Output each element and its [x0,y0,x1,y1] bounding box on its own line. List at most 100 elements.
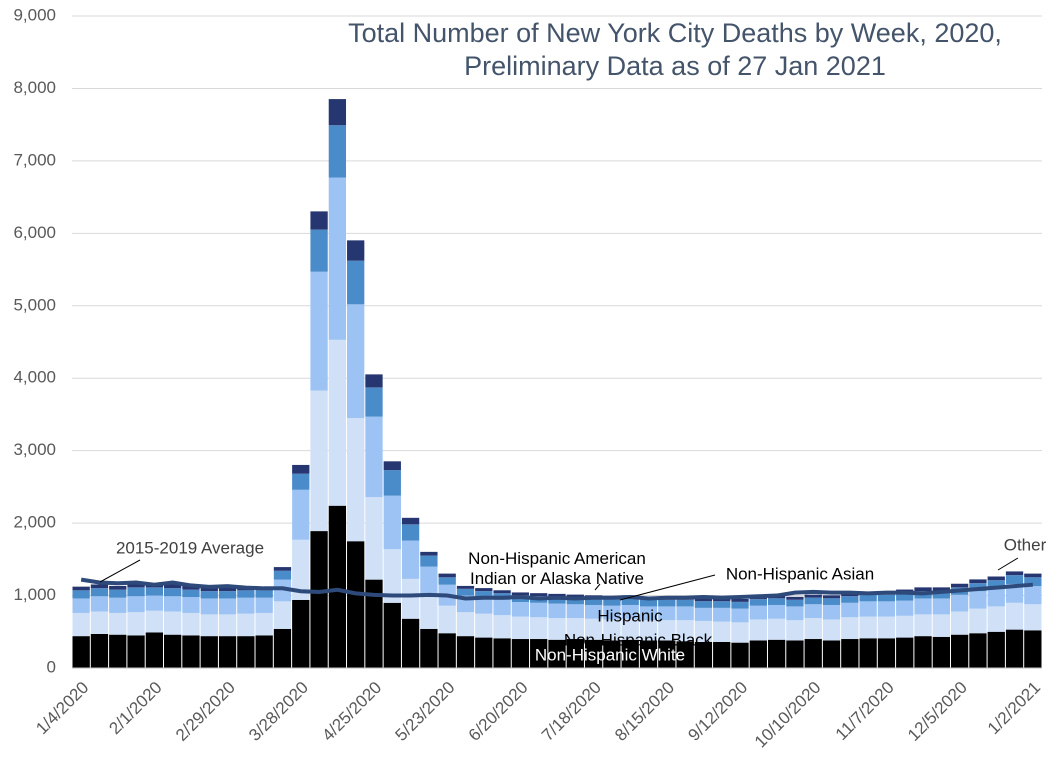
bar-segment [109,597,127,613]
bar-segment [310,229,328,272]
bar-segment [383,495,401,550]
bar-segment [109,589,127,598]
bar-segment [328,177,347,340]
bar-segment [914,636,932,668]
bar-segment [804,639,822,668]
bar-segment [786,596,804,600]
series-label: 2015-2019 Average [116,538,264,557]
bar-segment [493,590,511,594]
bar-segment [109,612,127,635]
bar-segment [365,416,383,498]
bar-segment [164,584,182,589]
bar-segment [255,590,273,598]
bar-segment [987,588,1005,607]
bar-segment [1024,577,1042,587]
bar-segment [292,539,310,600]
x-tick-label: 3/28/2020 [245,678,312,745]
x-tick-label: 6/20/2020 [465,678,532,745]
bar-segment [475,613,493,638]
bar-segment [292,464,310,474]
bar-segment [877,616,896,639]
bar-segment [731,602,749,609]
bar-segment [639,620,658,641]
bar-segment [731,642,749,668]
y-tick-label: 6,000 [13,223,56,242]
bar-segment [713,641,731,668]
series-label: Hispanic [597,606,663,625]
bar-segment [164,611,182,635]
bar-segment [1024,604,1042,631]
bar-segment [658,640,676,668]
bar-segment [401,517,420,525]
bar-segment [950,583,969,588]
x-tick-label: 11/7/2020 [832,678,898,744]
bar-segment [566,597,584,605]
bar-segment [841,602,859,618]
bar-segment [273,579,292,602]
bar-segment [72,590,90,599]
y-tick-label: 3,000 [13,440,56,459]
bar-segment [273,601,292,629]
bar-segment [328,99,347,126]
y-tick-label: 1,000 [13,585,56,604]
bar-segment [493,615,511,639]
bar-segment [328,339,347,506]
bar-segment [584,598,603,605]
bar-segment [72,636,90,668]
bar-segment [511,602,530,617]
bar-segment [1005,583,1024,603]
y-tick-label: 7,000 [13,150,56,169]
bar-segment [347,541,365,668]
bar-segment [896,593,914,601]
bar-segment [200,591,218,599]
bar-segment [841,639,859,668]
bar-segment [475,637,493,668]
bar-segment [273,567,292,571]
bar-segment [804,604,822,619]
bar-segment [420,551,438,556]
bar-segment [713,621,731,642]
bar-segment [1005,629,1024,668]
bar-segment [475,591,493,598]
bar-segment [914,614,932,637]
bar-segment [218,591,237,599]
bar-segment [969,579,987,584]
bar-segment [530,602,548,618]
bar-segment [603,605,621,620]
bar-segment [969,633,987,668]
bar-segment [145,595,164,611]
bar-segment [859,594,877,602]
x-tick-label: 10/10/2020 [751,678,825,752]
bar-segment [676,599,694,607]
bar-segment [164,634,182,668]
bar-segment [841,596,859,603]
y-tick-label: 8,000 [13,78,56,97]
bar-segment [438,633,456,668]
bar-segment [658,599,676,607]
x-tick-label: 2/29/2020 [172,678,239,745]
bar-segment [932,614,950,637]
bar-segment [1005,575,1024,584]
leader-line [997,557,1019,571]
bar-segment [786,640,804,668]
bar-segment [72,586,90,591]
bar-segment [987,580,1005,589]
bar-segment [310,211,328,230]
bar-segment [603,640,621,668]
bar-segment [548,639,566,668]
bar-segment [676,606,694,621]
bar-segment [72,612,90,637]
bar-segment [237,636,255,668]
bar-segment [859,601,877,617]
bar-segment [401,540,420,579]
y-tick-label: 5,000 [13,295,56,314]
bar-segment [584,618,603,640]
bar-segment [72,598,90,613]
bar-segment [749,599,767,606]
x-tick-label: 12/5/2020 [904,678,971,745]
bar-segment [328,125,347,178]
bar-segment [328,505,347,668]
line-series [80,577,1034,601]
bar-segment [896,615,914,638]
